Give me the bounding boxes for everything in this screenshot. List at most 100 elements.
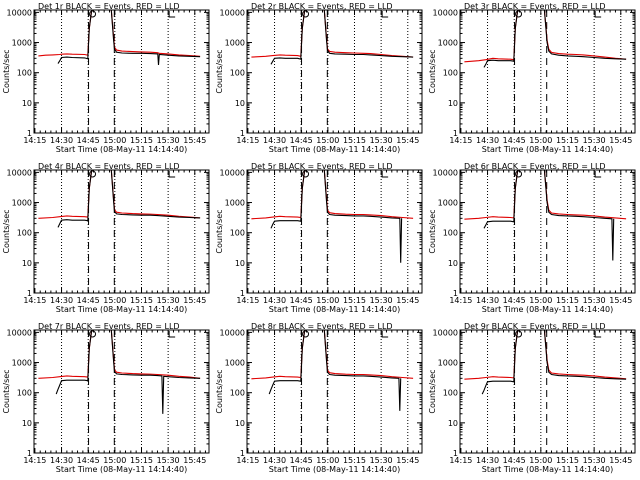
x-tick-label: 14:45 xyxy=(77,296,100,305)
top-circle-marker xyxy=(302,330,310,338)
panel-det-4: Det 4r BLACK = Events, RED = LLD 1 10 100 10… xyxy=(2,162,210,314)
y-tick-label: 10000 xyxy=(7,328,32,337)
x-tick-label: 14:15 xyxy=(236,136,259,145)
x-tick-label: 14:15 xyxy=(449,136,472,145)
y-tick-label: 1 xyxy=(453,289,458,298)
y-tick-label: 1 xyxy=(27,449,32,458)
y-axis-label: Counts/sec xyxy=(428,209,437,253)
x-tick-label: 15:00 xyxy=(529,296,552,305)
y-tick-label: 1 xyxy=(240,289,245,298)
series-lld-line xyxy=(38,9,201,57)
y-tick-label: 10 xyxy=(448,259,458,268)
top-bracket-marker xyxy=(594,171,602,178)
panel-det-9: Det 9r BLACK = Events, RED = LLD 1 10 100 10… xyxy=(428,322,636,474)
x-tick-label: 15:45 xyxy=(183,296,206,305)
y-tick-label: 10000 xyxy=(7,8,32,17)
y-axis-label: Counts/sec xyxy=(215,209,224,253)
series-lld-line xyxy=(38,329,201,379)
x-tick-label: 15:15 xyxy=(343,456,366,465)
top-bracket-marker xyxy=(594,331,602,338)
series-events-line xyxy=(270,169,403,263)
y-tick-label: 1000 xyxy=(438,199,458,208)
x-tick-label: 14:30 xyxy=(50,456,73,465)
top-bracket-marker xyxy=(594,11,602,18)
y-tick-label: 1000 xyxy=(438,359,458,368)
top-circle-marker xyxy=(515,330,523,338)
plot-frame xyxy=(459,329,636,454)
top-circle-marker xyxy=(302,170,310,178)
x-tick-label: 15:15 xyxy=(343,136,366,145)
series-events-line xyxy=(57,169,201,228)
x-tick-label: 14:15 xyxy=(23,456,46,465)
series-events-line xyxy=(55,329,201,414)
x-tick-label: 14:45 xyxy=(290,456,313,465)
panel-title: Det 9r BLACK = Events, RED = LLD xyxy=(464,322,606,331)
x-tick-label: 14:15 xyxy=(449,456,472,465)
x-tick-label: 14:45 xyxy=(290,296,313,305)
x-axis-label: Start Time (08-May-11 14:14:40) xyxy=(482,465,613,474)
x-tick-label: 14:30 xyxy=(476,136,499,145)
y-tick-label: 1000 xyxy=(438,39,458,48)
series-events-line xyxy=(481,329,627,395)
x-tick-label: 15:30 xyxy=(583,456,606,465)
x-tick-label: 15:45 xyxy=(183,456,206,465)
y-tick-label: 100 xyxy=(17,389,32,398)
y-tick-label: 10000 xyxy=(220,328,245,337)
y-axis-label: Counts/sec xyxy=(428,49,437,93)
y-tick-label: 1 xyxy=(453,129,458,138)
y-tick-label: 10000 xyxy=(433,8,458,17)
y-tick-label: 1 xyxy=(453,449,458,458)
x-tick-label: 15:15 xyxy=(556,296,579,305)
series-events-line xyxy=(268,329,402,411)
x-tick-label: 15:45 xyxy=(609,456,632,465)
x-axis-label: Start Time (08-May-11 14:14:40) xyxy=(56,145,187,154)
x-tick-label: 14:45 xyxy=(503,456,526,465)
plot-frame xyxy=(33,329,210,454)
x-tick-label: 14:30 xyxy=(476,296,499,305)
x-tick-label: 14:15 xyxy=(236,296,259,305)
x-tick-label: 14:15 xyxy=(236,456,259,465)
x-tick-label: 15:00 xyxy=(316,296,339,305)
y-tick-label: 1000 xyxy=(12,39,32,48)
y-tick-label: 10 xyxy=(22,259,32,268)
plot-frame xyxy=(33,169,210,294)
x-tick-label: 15:15 xyxy=(130,296,153,305)
top-circle-marker xyxy=(302,10,310,18)
y-tick-label: 100 xyxy=(230,389,245,398)
x-tick-label: 15:15 xyxy=(130,136,153,145)
x-tick-label: 15:15 xyxy=(130,456,153,465)
series-events-line xyxy=(483,169,615,261)
x-tick-label: 15:45 xyxy=(609,136,632,145)
plot-frame xyxy=(459,169,636,294)
x-tick-label: 14:45 xyxy=(503,136,526,145)
y-axis-label: Counts/sec xyxy=(2,369,11,413)
top-bracket-marker xyxy=(168,171,176,178)
panel-det-3: Det 3r BLACK = Events, RED = LLD 1 10 100 10… xyxy=(428,2,636,154)
x-tick-label: 15:15 xyxy=(556,456,579,465)
x-axis-label: Start Time (08-May-11 14:14:40) xyxy=(56,305,187,314)
y-axis-label: Counts/sec xyxy=(215,369,224,413)
plot-frame xyxy=(246,329,423,454)
x-axis-label: Start Time (08-May-11 14:14:40) xyxy=(482,145,613,154)
x-tick-label: 15:30 xyxy=(370,296,393,305)
y-tick-label: 10 xyxy=(22,419,32,428)
panel-det-5: Det 5r BLACK = Events, RED = LLD 1 10 100 10… xyxy=(215,162,423,314)
y-tick-label: 1 xyxy=(240,449,245,458)
x-tick-label: 15:00 xyxy=(103,136,126,145)
y-tick-label: 100 xyxy=(17,229,32,238)
y-tick-label: 1000 xyxy=(225,359,245,368)
top-bracket-marker xyxy=(381,331,389,338)
y-tick-label: 100 xyxy=(443,229,458,238)
x-tick-label: 15:30 xyxy=(370,456,393,465)
series-lld-line xyxy=(251,169,414,220)
x-tick-label: 14:45 xyxy=(77,456,100,465)
x-tick-label: 15:00 xyxy=(316,456,339,465)
panel-title: Det 2r BLACK = Events, RED = LLD xyxy=(251,2,393,11)
y-tick-label: 10000 xyxy=(433,168,458,177)
x-tick-label: 15:30 xyxy=(157,136,180,145)
x-tick-label: 15:45 xyxy=(183,136,206,145)
x-tick-label: 14:15 xyxy=(23,296,46,305)
x-tick-label: 15:00 xyxy=(529,136,552,145)
x-tick-label: 14:30 xyxy=(50,136,73,145)
